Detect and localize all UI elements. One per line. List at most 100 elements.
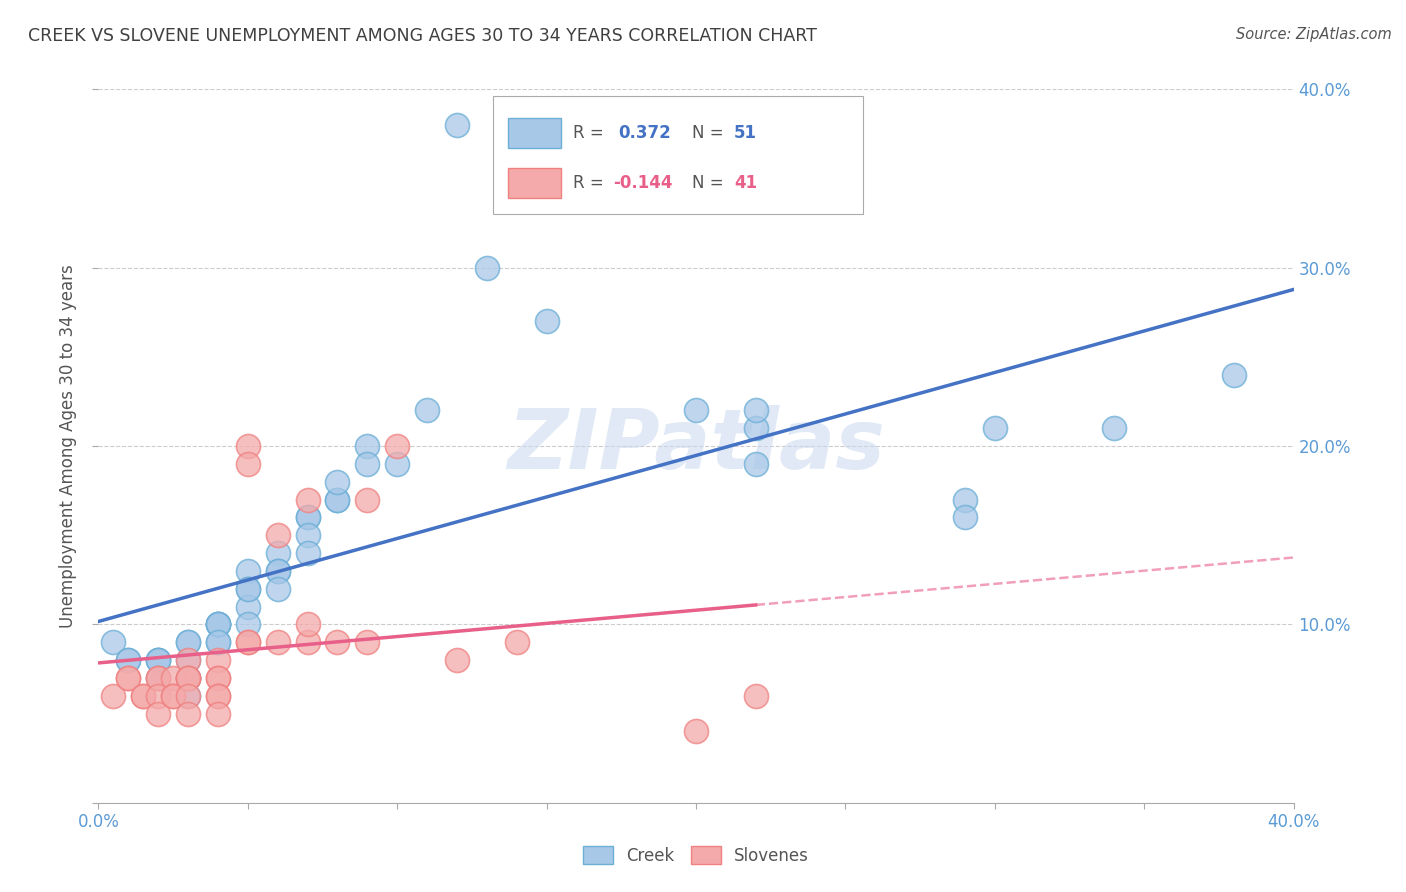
- Point: [117, 653, 139, 667]
- Point: [446, 118, 468, 132]
- Point: [297, 528, 319, 542]
- Text: CREEK VS SLOVENE UNEMPLOYMENT AMONG AGES 30 TO 34 YEARS CORRELATION CHART: CREEK VS SLOVENE UNEMPLOYMENT AMONG AGES…: [28, 27, 817, 45]
- Point: [984, 421, 1007, 435]
- Point: [207, 635, 229, 649]
- Point: [236, 457, 259, 471]
- Point: [207, 689, 229, 703]
- Point: [177, 653, 200, 667]
- Point: [1104, 421, 1126, 435]
- Point: [117, 653, 139, 667]
- Point: [356, 439, 378, 453]
- Point: [177, 671, 200, 685]
- Point: [103, 635, 125, 649]
- Point: [267, 582, 290, 596]
- Point: [506, 635, 529, 649]
- Point: [148, 653, 170, 667]
- Point: [685, 724, 707, 739]
- Point: [297, 635, 319, 649]
- Point: [236, 635, 259, 649]
- Point: [297, 617, 319, 632]
- Point: [267, 564, 290, 578]
- Point: [745, 403, 768, 417]
- Point: [177, 689, 200, 703]
- Point: [177, 689, 200, 703]
- Point: [745, 689, 768, 703]
- Text: Source: ZipAtlas.com: Source: ZipAtlas.com: [1236, 27, 1392, 42]
- Point: [132, 689, 155, 703]
- Point: [148, 689, 170, 703]
- Point: [236, 582, 259, 596]
- Text: N =: N =: [692, 175, 724, 193]
- FancyBboxPatch shape: [509, 168, 561, 198]
- Point: [297, 510, 319, 524]
- Point: [207, 617, 229, 632]
- Point: [236, 582, 259, 596]
- Point: [356, 457, 378, 471]
- Point: [177, 635, 200, 649]
- Point: [207, 635, 229, 649]
- Point: [177, 653, 200, 667]
- Point: [745, 457, 768, 471]
- Point: [148, 671, 170, 685]
- Point: [236, 617, 259, 632]
- Point: [207, 653, 229, 667]
- Point: [207, 671, 229, 685]
- Point: [148, 671, 170, 685]
- Point: [536, 314, 558, 328]
- Point: [446, 653, 468, 667]
- Point: [148, 706, 170, 721]
- Point: [162, 671, 184, 685]
- Point: [326, 635, 349, 649]
- Point: [103, 689, 125, 703]
- Point: [385, 439, 409, 453]
- Point: [207, 617, 229, 632]
- Point: [236, 564, 259, 578]
- Legend: Creek, Slovenes: Creek, Slovenes: [575, 838, 817, 873]
- Point: [236, 635, 259, 649]
- Point: [132, 689, 155, 703]
- Point: [297, 492, 319, 507]
- Point: [745, 421, 768, 435]
- Point: [207, 671, 229, 685]
- Point: [356, 492, 378, 507]
- Point: [177, 671, 200, 685]
- Point: [297, 510, 319, 524]
- FancyBboxPatch shape: [509, 118, 561, 148]
- Point: [117, 671, 139, 685]
- Point: [236, 599, 259, 614]
- Point: [297, 546, 319, 560]
- Y-axis label: Unemployment Among Ages 30 to 34 years: Unemployment Among Ages 30 to 34 years: [59, 264, 77, 628]
- Point: [953, 492, 976, 507]
- Point: [177, 671, 200, 685]
- Point: [475, 260, 498, 275]
- FancyBboxPatch shape: [494, 96, 863, 214]
- Point: [207, 617, 229, 632]
- Text: ZIPatlas: ZIPatlas: [508, 406, 884, 486]
- Text: -0.144: -0.144: [613, 175, 673, 193]
- Text: 51: 51: [734, 124, 758, 142]
- Point: [177, 706, 200, 721]
- Text: R =: R =: [572, 175, 603, 193]
- Point: [117, 671, 139, 685]
- Point: [207, 617, 229, 632]
- Point: [148, 653, 170, 667]
- Point: [267, 635, 290, 649]
- Point: [162, 689, 184, 703]
- Point: [207, 689, 229, 703]
- Text: 41: 41: [734, 175, 758, 193]
- Point: [326, 492, 349, 507]
- Text: R =: R =: [572, 124, 603, 142]
- Point: [148, 671, 170, 685]
- Point: [326, 492, 349, 507]
- Point: [177, 671, 200, 685]
- Point: [267, 528, 290, 542]
- Text: N =: N =: [692, 124, 724, 142]
- Point: [267, 564, 290, 578]
- Point: [953, 510, 976, 524]
- Text: 0.372: 0.372: [619, 124, 671, 142]
- Point: [685, 403, 707, 417]
- Point: [236, 439, 259, 453]
- Point: [356, 635, 378, 649]
- Point: [177, 635, 200, 649]
- Point: [416, 403, 439, 417]
